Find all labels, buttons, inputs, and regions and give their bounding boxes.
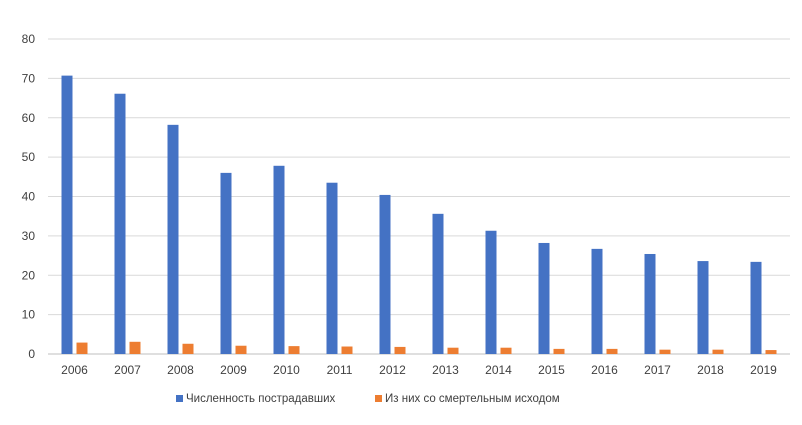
bar-fatal-2011 (341, 346, 353, 354)
y-tick-label: 50 (22, 150, 36, 164)
x-tick-label: 2008 (167, 363, 194, 377)
x-tick-label: 2017 (644, 363, 671, 377)
bar-injured-2010 (273, 165, 285, 354)
x-tick-label: 2009 (220, 363, 247, 377)
bar-fatal-2007 (129, 341, 141, 354)
y-tick-label: 30 (22, 229, 36, 243)
legend-label: Из них со смертельным исходом (385, 393, 560, 405)
bar-injured-2011 (326, 182, 338, 354)
legend-swatch (375, 395, 382, 402)
x-tick-label: 2013 (432, 363, 459, 377)
bar-fatal-2008 (182, 343, 194, 354)
bar-injured-2019 (750, 261, 762, 354)
y-tick-label: 80 (22, 32, 36, 46)
bar-fatal-2018 (712, 349, 724, 354)
x-tick-label: 2011 (327, 363, 353, 377)
legend-label: Численность пострадавших (186, 393, 336, 405)
bar-fatal-2014 (500, 347, 512, 354)
x-tick-label: 2014 (485, 363, 512, 377)
bar-fatal-2015 (553, 348, 565, 354)
x-tick-label: 2006 (61, 363, 88, 377)
bar-fatal-2013 (447, 347, 459, 354)
bar-fatal-2019 (765, 350, 777, 354)
y-tick-label: 60 (22, 111, 36, 125)
x-tick-label: 2010 (273, 363, 300, 377)
y-axis-ticks: 0 10 20 30 40 50 60 70 80 (22, 32, 36, 361)
bar-injured-2012 (379, 194, 391, 354)
gridlines (48, 38, 790, 355)
bar-injured-2007 (114, 93, 126, 354)
x-tick-label: 2016 (591, 363, 618, 377)
x-tick-label: 2012 (379, 363, 406, 377)
bar-injured-2016 (591, 248, 603, 354)
x-tick-label: 2007 (114, 363, 141, 377)
bar-injured-2009 (220, 172, 232, 354)
bar-injured-2018 (697, 261, 709, 354)
y-tick-label: 20 (22, 268, 36, 282)
bar-injured-2015 (538, 242, 550, 354)
x-tick-label: 2018 (697, 363, 724, 377)
x-tick-label: 2015 (538, 363, 565, 377)
legend-swatch (176, 395, 183, 402)
y-tick-label: 70 (22, 71, 36, 85)
bar-injured-2017 (644, 253, 656, 354)
legend: Численность пострадавших Из них со смерте… (176, 393, 560, 405)
y-tick-label: 40 (22, 190, 36, 204)
bar-injured-2006 (61, 75, 73, 355)
bar-fatal-2017 (659, 349, 671, 354)
x-axis-ticks: 2006 2007 2008 2009 2010 2011 2012 2013 2014 2015… (61, 363, 777, 377)
bar-fatal-2010 (288, 346, 300, 354)
bar-injured-2013 (432, 213, 444, 354)
x-tick-label: 2019 (750, 363, 777, 377)
bar-fatal-2009 (235, 345, 247, 354)
bar-injured-2008 (167, 124, 179, 355)
bar-fatal-2016 (606, 348, 618, 354)
y-tick-label: 10 (22, 308, 36, 322)
bar-injured-2014 (485, 230, 497, 354)
bars (61, 75, 777, 355)
bar-fatal-2012 (394, 346, 406, 354)
bar-fatal-2006 (76, 342, 88, 354)
y-tick-label: 0 (28, 347, 35, 361)
